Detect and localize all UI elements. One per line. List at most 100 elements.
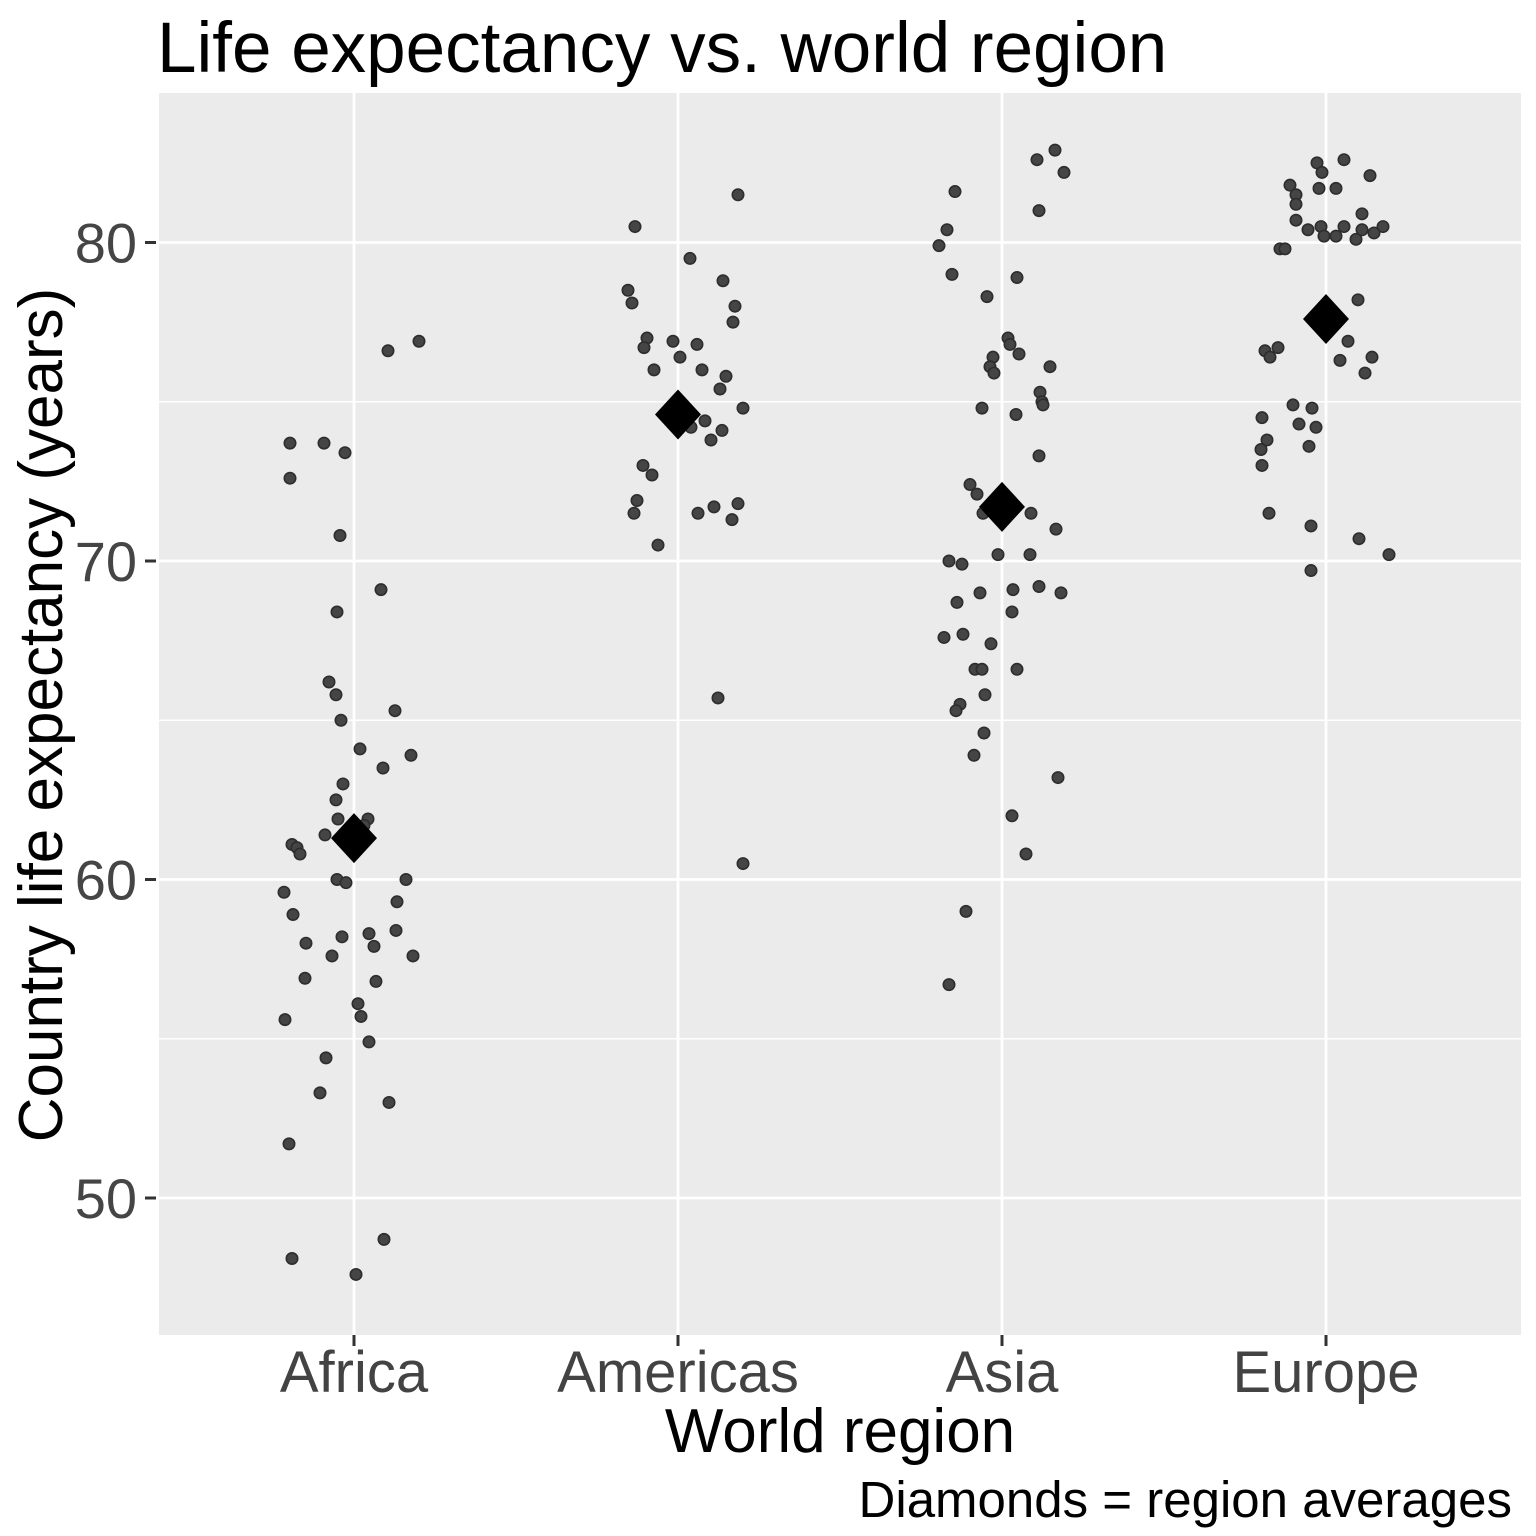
data-point-europe	[1255, 411, 1269, 425]
data-point-europe	[1263, 350, 1277, 364]
data-point-asia	[1012, 347, 1026, 361]
data-point-americas	[673, 350, 687, 364]
data-point-asia	[955, 557, 969, 571]
data-point-africa	[283, 436, 297, 450]
region-average-diamond-asia	[979, 481, 1025, 532]
data-point-europe	[1355, 207, 1369, 221]
data-point-asia	[963, 478, 977, 492]
data-point-americas	[645, 468, 659, 482]
data-point-africa	[286, 908, 300, 922]
data-point-asia	[1036, 398, 1050, 412]
data-point-asia	[949, 704, 963, 718]
y-tick-label-60: 60	[75, 849, 137, 912]
data-point-asia	[1032, 579, 1046, 593]
data-point-europe	[1333, 353, 1347, 367]
data-point-europe	[1365, 350, 1379, 364]
data-point-asia	[1023, 548, 1037, 562]
data-point-europe	[1286, 398, 1300, 412]
data-point-americas	[736, 401, 750, 415]
data-point-asia	[1005, 809, 1019, 823]
data-point-africa	[362, 1035, 376, 1049]
data-point-europe	[1289, 213, 1303, 227]
data-point-asia	[1010, 662, 1024, 676]
data-point-americas	[726, 315, 740, 329]
data-point-europe	[1305, 401, 1319, 415]
data-point-asia	[975, 401, 989, 415]
data-point-asia	[987, 366, 1001, 380]
data-point-asia	[984, 637, 998, 651]
data-point-americas	[683, 251, 697, 265]
data-point-europe	[1278, 242, 1292, 256]
data-point-africa	[325, 949, 339, 963]
data-point-africa	[298, 971, 312, 985]
data-point-africa	[333, 529, 347, 543]
data-point-europe	[1358, 366, 1372, 380]
data-point-asia	[1049, 522, 1063, 536]
plot-background	[159, 93, 1521, 1335]
data-point-asia	[932, 239, 946, 253]
data-point-asia	[1009, 407, 1023, 421]
data-point-asia	[991, 548, 1005, 562]
data-point-americas	[695, 363, 709, 377]
data-point-africa	[376, 761, 390, 775]
data-point-asia	[948, 185, 962, 199]
data-point-africa	[399, 872, 413, 886]
data-point-europe	[1337, 220, 1351, 234]
data-point-europe	[1351, 293, 1365, 307]
data-point-africa	[349, 1267, 363, 1281]
data-point-americas	[698, 414, 712, 428]
data-point-africa	[390, 895, 404, 909]
data-point-africa	[336, 777, 350, 791]
data-point-africa	[318, 828, 332, 842]
x-tick-label-europe: Europe	[1232, 1340, 1419, 1405]
data-point-europe	[1337, 153, 1351, 167]
data-point-europe	[1283, 178, 1297, 192]
data-point-asia	[1005, 605, 1019, 619]
data-point-africa	[353, 742, 367, 756]
data-point-asia	[978, 688, 992, 702]
data-point-africa	[329, 793, 343, 807]
data-point-americas	[647, 363, 661, 377]
data-point-africa	[369, 974, 383, 988]
region-average-diamond-africa	[331, 813, 377, 864]
data-point-americas	[711, 691, 725, 705]
data-point-asia	[980, 290, 994, 304]
data-point-americas	[704, 433, 718, 447]
data-point-asia	[973, 586, 987, 600]
data-point-europe	[1301, 223, 1315, 237]
data-point-americas	[728, 299, 742, 313]
region-average-diamond-americas	[655, 389, 701, 440]
data-point-africa	[334, 713, 348, 727]
data-point-asia	[1051, 771, 1065, 785]
data-point-africa	[329, 688, 343, 702]
axis-tick-marks	[145, 241, 1328, 1346]
data-point-europe	[1382, 548, 1396, 562]
data-point-americas	[716, 274, 730, 288]
data-point-africa	[319, 1051, 333, 1065]
data-point-africa	[299, 936, 313, 950]
data-point-asia	[1010, 271, 1024, 285]
data-point-europe	[1317, 229, 1331, 243]
data-point-africa	[317, 436, 331, 450]
data-point-asia	[1057, 165, 1071, 179]
data-point-americas	[621, 283, 635, 297]
data-point-asia	[945, 267, 959, 281]
data-point-americas	[725, 513, 739, 527]
data-point-europe	[1341, 334, 1355, 348]
data-point-americas	[715, 423, 729, 437]
data-point-africa	[374, 583, 388, 597]
data-point-asia	[950, 595, 964, 609]
data-point-asia	[977, 726, 991, 740]
data-point-europe	[1363, 169, 1377, 183]
y-tick-label-70: 70	[75, 530, 137, 593]
data-point-asia	[1006, 583, 1020, 597]
data-point-africa	[406, 949, 420, 963]
axis-tick-labels: 50 60 70 80 Africa Americas Asia Europe	[75, 212, 1420, 1406]
data-point-europe	[1309, 420, 1323, 434]
data-point-africa	[277, 885, 291, 899]
data-point-americas	[707, 500, 721, 514]
country-data-points	[277, 143, 1396, 1281]
data-point-asia	[937, 630, 951, 644]
data-point-africa	[335, 930, 349, 944]
data-point-africa	[338, 446, 352, 460]
